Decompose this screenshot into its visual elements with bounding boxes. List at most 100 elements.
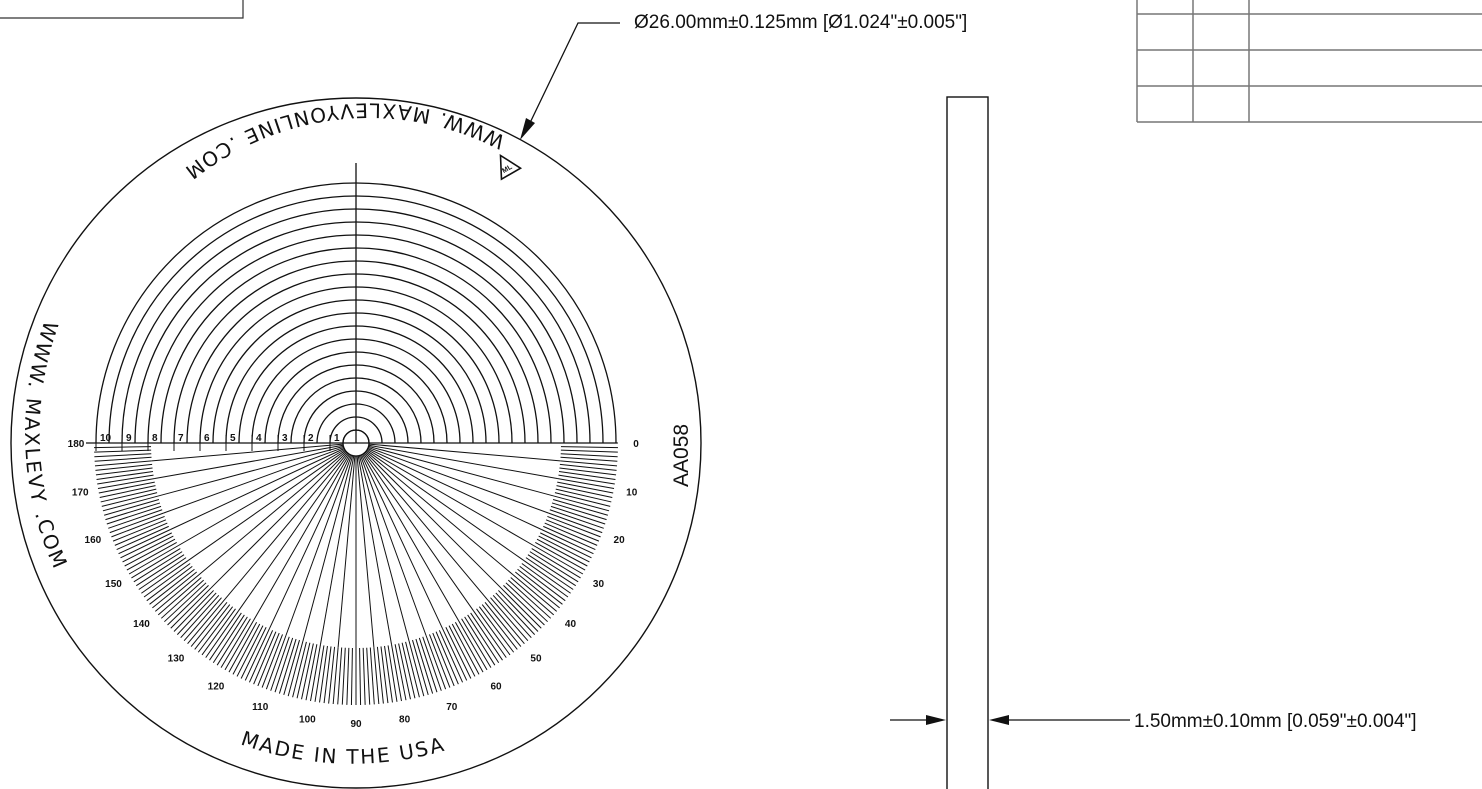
degree-tick xyxy=(458,620,488,671)
degree-tick xyxy=(548,512,603,534)
degree-tick xyxy=(328,646,336,704)
degree-tick xyxy=(454,622,484,673)
side-view-plate xyxy=(946,96,989,789)
degree-tick xyxy=(541,529,594,555)
degree-tick xyxy=(170,587,212,629)
radial-scale-label: 9 xyxy=(126,433,132,444)
degree-tick xyxy=(94,446,152,449)
degree-tick xyxy=(554,492,611,507)
degree-tick xyxy=(152,571,197,609)
degree-tick xyxy=(448,625,476,677)
degree-tick xyxy=(173,590,214,632)
top-arc-text: WWW. MAXLEVYONLINE .COM xyxy=(180,98,509,185)
degree-label: 160 xyxy=(85,535,102,546)
angle-ray xyxy=(157,445,344,497)
degree-tick xyxy=(114,522,168,546)
degree-tick xyxy=(323,646,332,704)
degree-tick xyxy=(205,610,239,658)
degree-tick xyxy=(503,585,545,626)
degree-tick xyxy=(560,460,618,467)
degree-tick xyxy=(310,644,321,702)
degree-tick xyxy=(557,478,615,489)
degree-tick xyxy=(228,622,258,673)
bottom-arc-text: MADE IN THE USA xyxy=(238,726,448,769)
angle-ray xyxy=(285,455,353,636)
degree-tick xyxy=(120,532,172,559)
degree-tick xyxy=(232,623,261,675)
degree-tick xyxy=(473,610,507,658)
thickness-callout: 1.50mm±0.10mm [0.059"±0.004"] xyxy=(1134,711,1417,732)
degree-tick xyxy=(418,637,438,693)
degree-tick xyxy=(305,644,318,701)
degree-tick xyxy=(555,488,612,503)
degree-tick xyxy=(536,538,588,567)
degree-tick xyxy=(533,545,584,575)
radial-scale-label: 6 xyxy=(204,433,210,444)
angle-ray xyxy=(368,445,555,497)
degree-label: 40 xyxy=(565,619,577,630)
degree-tick xyxy=(560,453,618,458)
degree-tick xyxy=(283,639,300,695)
degree-label: 50 xyxy=(530,653,542,664)
degree-tick xyxy=(495,592,536,635)
degree-tick xyxy=(94,449,152,453)
degree-label: 170 xyxy=(72,488,89,499)
degree-label: 90 xyxy=(350,719,362,730)
angle-ray xyxy=(253,454,350,621)
angle-ray xyxy=(151,443,344,462)
degree-tick xyxy=(505,582,548,623)
degree-tick xyxy=(94,453,152,458)
radial-scale-label: 7 xyxy=(178,433,184,444)
radial-scale-label: 4 xyxy=(256,433,262,444)
degree-tick xyxy=(105,502,161,521)
angle-ray xyxy=(361,454,444,630)
degree-label: 120 xyxy=(208,681,225,692)
degree-tick xyxy=(116,525,169,551)
degree-tick xyxy=(481,604,518,650)
degree-tick xyxy=(160,579,204,619)
degree-tick xyxy=(478,606,515,653)
degree-tick xyxy=(122,535,174,563)
reticle-pattern: 1234567891001020304050607080901001101201… xyxy=(68,163,639,730)
degree-tick xyxy=(337,647,343,705)
degree-tick xyxy=(278,638,297,694)
degree-tick xyxy=(408,640,425,697)
degree-tick xyxy=(94,460,152,467)
degree-tick xyxy=(248,630,274,683)
angle-ray xyxy=(366,450,525,561)
degree-label: 80 xyxy=(399,715,411,726)
degree-tick xyxy=(412,639,429,695)
degree-tick xyxy=(97,474,154,485)
degree-tick xyxy=(366,647,371,705)
degree-tick xyxy=(167,585,209,626)
degree-tick xyxy=(359,647,362,705)
degree-label: 130 xyxy=(168,653,185,664)
degree-tick xyxy=(512,574,558,612)
degree-tick xyxy=(244,628,270,681)
degree-tick xyxy=(126,541,177,571)
degree-tick xyxy=(549,509,604,529)
angle-ray xyxy=(364,451,502,589)
degree-tick xyxy=(111,515,165,538)
angle-ray xyxy=(359,455,427,636)
degree-tick xyxy=(301,643,314,700)
degree-tick xyxy=(438,630,464,683)
reticle-outline xyxy=(10,97,702,789)
angle-ray xyxy=(178,449,345,546)
angle-ray xyxy=(358,455,410,642)
angle-ray xyxy=(362,454,459,621)
degree-tick xyxy=(133,551,183,583)
degree-tick xyxy=(464,616,496,666)
degree-tick xyxy=(240,627,267,679)
degree-tick xyxy=(141,560,189,594)
degree-tick xyxy=(550,505,606,525)
degree-tick xyxy=(492,595,532,639)
degree-tick xyxy=(176,592,217,635)
degree-tick xyxy=(143,563,191,598)
degree-tick xyxy=(270,636,290,691)
degree-tick xyxy=(296,642,311,699)
degree-tick xyxy=(224,620,254,671)
degree-tick xyxy=(476,608,511,656)
degree-tick xyxy=(220,618,251,668)
